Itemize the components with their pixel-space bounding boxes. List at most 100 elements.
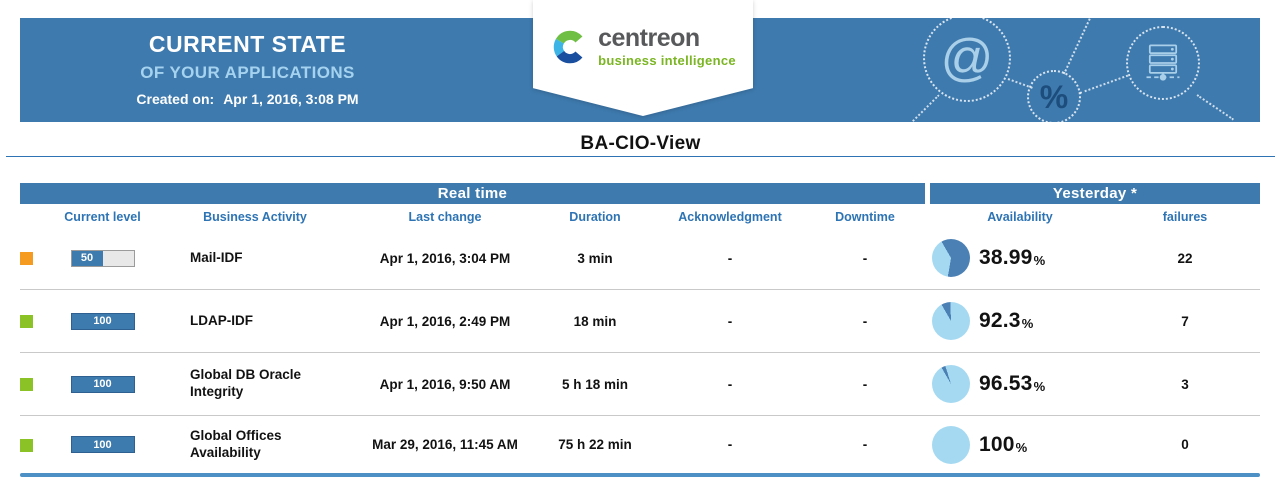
availability-value: 96.53 (979, 372, 1033, 395)
last-change-value: Mar 29, 2016, 11:45 AM (372, 437, 518, 452)
current-level-cell: 100 (50, 436, 155, 453)
availability-unit: % (1033, 253, 1046, 268)
availability-cell: 96.53 % (930, 365, 1110, 403)
status-indicator (20, 378, 33, 392)
centreon-logo: centreon business intelligence (533, 0, 753, 68)
report-subtitle: OF YOUR APPLICATIONS (140, 63, 355, 82)
centreon-logo-icon (553, 30, 583, 64)
group-header-row: Real time Yesterday * (20, 183, 1260, 204)
report-table: Real time Yesterday * Current level Busi… (20, 183, 1260, 477)
logo-text: centreon business intelligence (598, 24, 736, 69)
title-divider (6, 156, 1275, 157)
column-header-duration: Duration (569, 210, 621, 224)
duration-value: 18 min (573, 313, 617, 329)
availability-unit: % (1033, 379, 1046, 394)
acknowledgment-value: - (727, 313, 733, 329)
column-header-last-change: Last change (408, 210, 482, 224)
availability-pie-chart (932, 302, 970, 340)
downtime-value: - (862, 250, 868, 266)
decor-line (904, 94, 940, 130)
last-change-value: Apr 1, 2016, 9:50 AM (379, 376, 511, 392)
created-on-label: Created on: (136, 91, 215, 107)
percent-glyph: % (1039, 78, 1069, 115)
availability-cell: 38.99 % (930, 239, 1110, 277)
acknowledgment-value: - (727, 437, 733, 452)
status-cell (20, 251, 50, 266)
decor-line (1079, 74, 1129, 94)
duration-value: 75 h 22 min (558, 437, 632, 452)
availability-cell: 92.3 % (930, 302, 1110, 340)
table-row: 50 Mail-IDF Apr 1, 2016, 3:04 PM 3 min -… (20, 227, 1260, 290)
logo-badge-shape: centreon business intelligence (533, 0, 753, 116)
column-header-row: Current level Business Activity Last cha… (20, 210, 1260, 224)
downtime-value: - (862, 376, 868, 392)
status-cell (20, 314, 50, 329)
current-level-value: 100 (93, 315, 112, 327)
report-title: CURRENT STATE (148, 31, 347, 57)
group-header-yesterday: Yesterday * (930, 183, 1260, 204)
current-level-bar: 100 (70, 375, 135, 393)
availability-unit: % (1015, 439, 1028, 455)
duration-value: 3 min (577, 250, 613, 266)
table-footer-bar (20, 473, 1260, 477)
acknowledgment-value: - (727, 376, 733, 392)
business-activity-name: Global DB Oracle Integrity (190, 367, 302, 399)
view-title: BA-CIO-View (580, 133, 701, 154)
current-level-fill: 100 (71, 376, 134, 392)
column-header-acknowledgment: Acknowledgment (678, 210, 782, 224)
current-level-value: 100 (93, 378, 112, 390)
group-header-realtime: Real time (20, 183, 925, 204)
last-change-value: Apr 1, 2016, 2:49 PM (379, 313, 511, 329)
column-header-business-activity: Business Activity (203, 210, 307, 224)
status-cell (20, 377, 50, 392)
current-level-cell: 50 (50, 249, 155, 267)
current-level-bar: 50 (70, 249, 135, 267)
current-level-value: 100 (93, 438, 112, 451)
banner-titles: CURRENT STATE OF YOUR APPLICATIONS Creat… (50, 31, 445, 107)
current-level-value: 50 (80, 252, 94, 264)
column-header-status (20, 210, 50, 224)
availability-unit: % (1021, 316, 1034, 331)
availability-pie-chart (932, 239, 970, 277)
decor-line (1196, 94, 1235, 121)
column-header-downtime: Downtime (835, 210, 895, 224)
created-on-value: Apr 1, 2016, 3:08 PM (223, 91, 359, 107)
availability-value: 38.99 (979, 246, 1033, 269)
column-header-availability: Availability (987, 210, 1053, 224)
failures-value: 22 (1177, 250, 1193, 266)
current-level-bar: 100 (70, 436, 135, 453)
failures-value: 0 (1181, 437, 1189, 452)
server-icon (1126, 26, 1200, 100)
logo-badge: centreon business intelligence (533, 0, 753, 116)
availability-cell: 100 % (930, 425, 1110, 464)
availability-value: 92.3 (979, 309, 1021, 332)
percent-icon: % (1027, 70, 1081, 124)
duration-value: 5 h 18 min (561, 376, 629, 392)
business-activity-name: LDAP-IDF (190, 312, 253, 328)
report-created-timestamp: Created on: Apr 1, 2016, 3:08 PM (50, 91, 445, 107)
status-indicator (20, 438, 33, 452)
at-icon: @ (923, 14, 1011, 102)
last-change-value: Apr 1, 2016, 3:04 PM (379, 250, 511, 266)
current-level-fill: 50 (71, 250, 103, 266)
acknowledgment-value: - (727, 250, 733, 266)
failures-value: 3 (1181, 376, 1189, 392)
availability-value: 100 (979, 432, 1015, 456)
business-activity-name: Global Offices Availability (190, 427, 282, 460)
server-glyph (1146, 44, 1180, 81)
table-body: 50 Mail-IDF Apr 1, 2016, 3:04 PM 3 min -… (20, 227, 1260, 473)
downtime-value: - (862, 313, 868, 329)
status-indicator (20, 252, 33, 266)
current-level-cell: 100 (50, 375, 155, 393)
business-activity-name: Mail-IDF (190, 249, 243, 265)
availability-pie-chart (932, 365, 970, 403)
current-level-fill: 100 (71, 313, 134, 329)
logo-name: centreon (598, 24, 700, 52)
column-header-failures: failures (1162, 210, 1208, 224)
status-indicator (20, 315, 33, 329)
at-glyph: @ (940, 29, 994, 87)
current-level-cell: 100 (50, 312, 155, 330)
column-header-current-level: Current level (64, 210, 141, 224)
status-cell (20, 437, 50, 452)
